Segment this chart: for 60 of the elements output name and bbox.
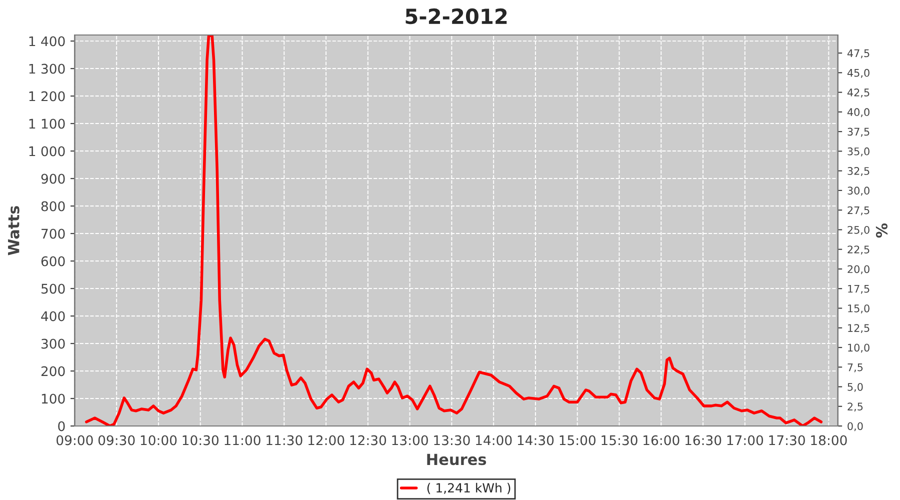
y-tick-label: 400	[41, 311, 65, 322]
y-tick-label: 1 200	[29, 91, 65, 102]
x-tick-label: 16:30	[685, 435, 722, 446]
y-tick-label: 1 400	[29, 36, 65, 46]
y-tick-label: 100	[42, 394, 65, 404]
x-tick-label: 17:00	[727, 435, 764, 446]
y2-tick-label: 45,0	[847, 68, 870, 78]
y-tick-label: 0	[58, 421, 65, 432]
y-tick-label: 200	[41, 366, 65, 376]
y2-tick-label: 17,5	[848, 284, 870, 294]
y2-tick-label: 15,0	[848, 304, 870, 314]
y-tick-label: 900	[41, 174, 65, 184]
x-tick-label: 10:00	[140, 435, 177, 446]
y2-tick-label: 25,0	[848, 226, 870, 235]
x-tick-label: 09:30	[98, 435, 135, 446]
y2-tick-label: 40,0	[847, 108, 870, 118]
y2-tick-label: 35,0	[848, 147, 870, 156]
y2-tick-label: 22,5	[848, 246, 870, 255]
y-tick-label: 500	[42, 284, 65, 294]
y2-tick-label: 20,0	[848, 265, 870, 274]
y-axis-title: Watts	[8, 206, 20, 256]
x-tick-label: 17:30	[769, 435, 805, 446]
x-tick-label: 15:00	[560, 435, 596, 446]
y2-tick-label: 5,0	[848, 382, 863, 392]
y-tick-label: 700	[42, 228, 65, 239]
y2-tick-label: 27,5	[848, 206, 870, 216]
x-tick-label: 13:00	[392, 435, 428, 446]
y2-tick-label: 2,5	[848, 402, 863, 412]
y2-tick-label: 37,5	[848, 128, 870, 137]
x-tick-label: 11:30	[266, 435, 302, 446]
legend-label: ( 1,241 kWh )	[427, 482, 510, 494]
y2-tick-label: 10,0	[848, 344, 870, 353]
x-tick-label: 18:00	[811, 435, 847, 446]
y2-tick-label: 47,5	[847, 49, 870, 58]
y2-tick-label: 12,5	[848, 324, 870, 334]
x-tick-label: 09:00	[56, 435, 93, 446]
y2-tick-label: 42,5	[847, 88, 870, 98]
chart-title: 5-2-2012	[406, 8, 507, 24]
x-tick-label: 16:00	[644, 435, 680, 446]
y2-tick-label: 30,0	[848, 186, 870, 196]
x-tick-label: 11:00	[224, 435, 260, 446]
x-tick-label: 14:30	[518, 435, 554, 446]
y2-tick-label: 7,5	[848, 363, 863, 372]
y-tick-label: 800	[41, 201, 65, 212]
x-tick-label: 10:30	[182, 435, 218, 446]
y-tick-label: 300	[41, 338, 65, 349]
line-series	[85, 35, 823, 426]
y2-axis-title: %	[876, 223, 888, 238]
x-tick-label: 13:30	[434, 435, 470, 446]
y-tick-label: 1 300	[29, 64, 65, 74]
x-axis-title: Heures	[427, 454, 486, 466]
y-tick-label: 600	[41, 256, 65, 266]
x-tick-label: 15:30	[602, 435, 638, 446]
x-tick-label: 12:00	[308, 435, 344, 446]
x-tick-label: 14:00	[476, 435, 512, 446]
y-tick-label: 1 000	[29, 146, 65, 156]
y-tick-label: 1 100	[29, 118, 65, 129]
y2-tick-label: 32,5	[848, 167, 870, 176]
x-tick-label: 12:30	[350, 435, 386, 446]
y2-tick-label: 0,0	[848, 422, 863, 432]
